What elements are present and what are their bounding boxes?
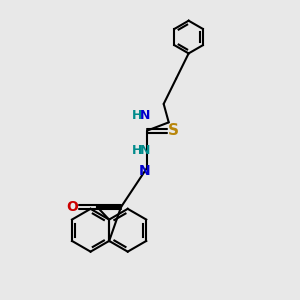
Text: H: H [131,109,142,122]
Text: H: H [131,144,142,158]
Text: S: S [168,123,179,138]
Text: N: N [140,109,150,122]
Text: N: N [139,164,151,178]
Text: N: N [140,144,150,158]
Text: O: O [66,200,78,214]
